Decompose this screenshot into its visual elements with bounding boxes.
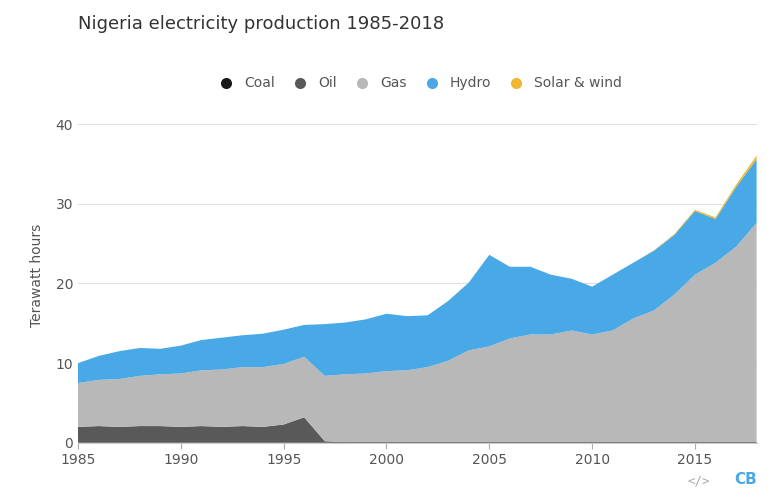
Text: </>: </>: [687, 474, 710, 487]
Legend: Coal, Oil, Gas, Hydro, Solar & wind: Coal, Oil, Gas, Hydro, Solar & wind: [207, 71, 628, 96]
Text: Nigeria electricity production 1985-2018: Nigeria electricity production 1985-2018: [78, 15, 444, 33]
Text: CB: CB: [734, 472, 757, 487]
Y-axis label: Terawatt hours: Terawatt hours: [30, 224, 44, 327]
